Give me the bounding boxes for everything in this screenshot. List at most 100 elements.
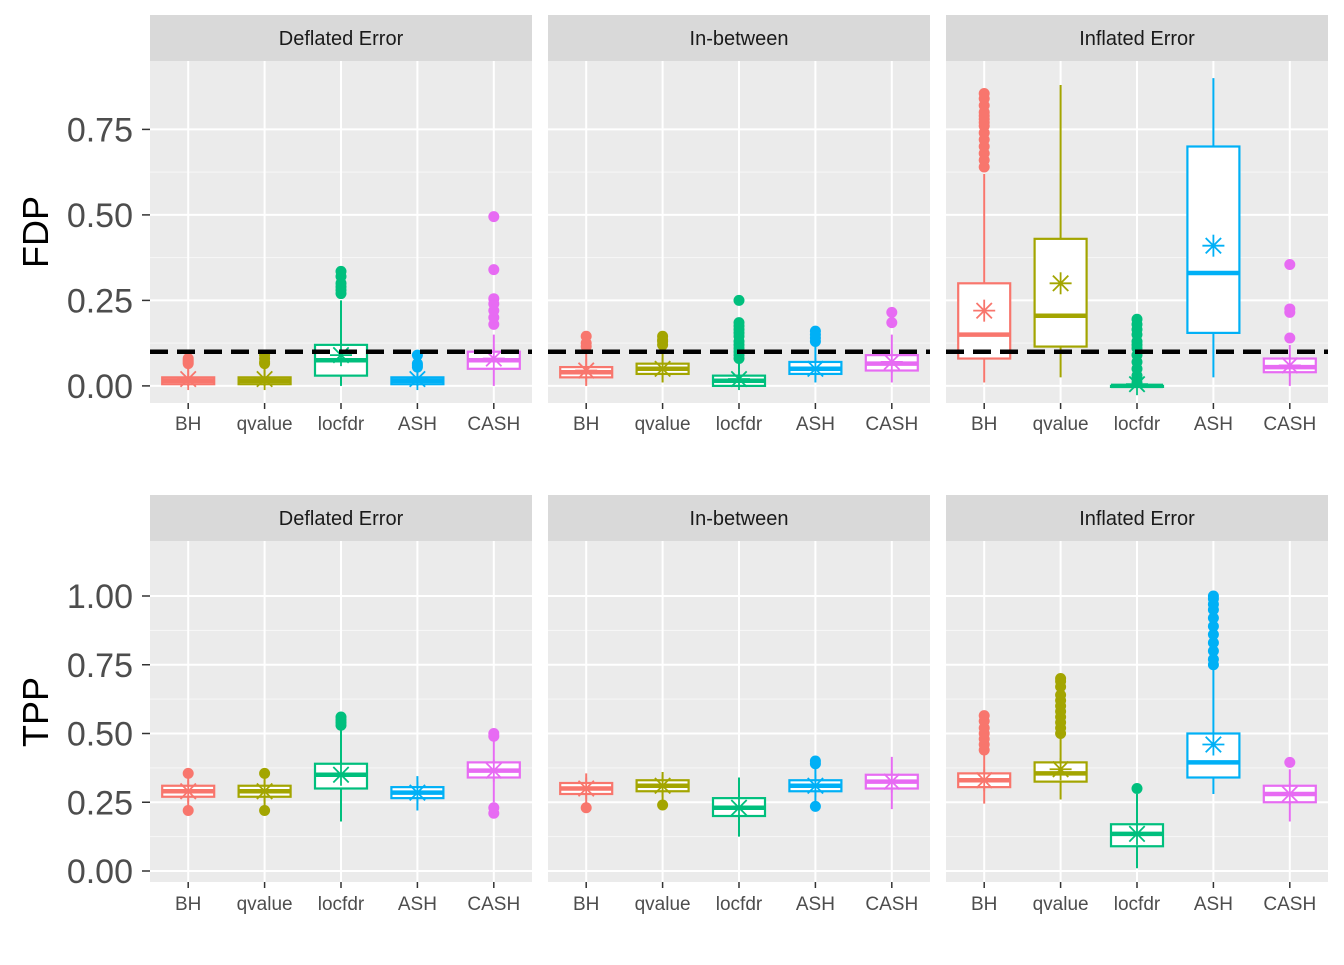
chart-row-tpp: TPP 0.00 0.25 0.50 0.75 1.00 Deflated Error BH q…	[15, 495, 1328, 915]
outlier-point	[259, 767, 271, 779]
y-tick-label: 0.75	[67, 111, 133, 149]
x-tick-label: qvalue	[635, 894, 691, 915]
boxplot-ash	[1186, 78, 1241, 378]
mean-marker	[177, 780, 200, 803]
y-axis-label: FDP	[15, 196, 56, 268]
outlier-point	[809, 755, 821, 767]
boxplot-ash	[390, 349, 445, 391]
boxplot-locfdr	[711, 777, 767, 837]
mean-marker	[973, 299, 996, 322]
boxplot-qvalue	[237, 767, 292, 816]
mean-marker	[406, 781, 429, 804]
x-tick-label: CASH	[865, 894, 918, 915]
facet-panel: Deflated Error BH qvalue locfdr ASH CASH	[150, 15, 532, 435]
x-tick-label: ASH	[1194, 414, 1233, 435]
outlier-point	[1055, 689, 1067, 701]
x-tick-label: qvalue	[1033, 414, 1089, 435]
x-tick-label: locfdr	[1114, 894, 1161, 915]
boxplot-bh	[559, 773, 614, 814]
y-tick-label: 0.25	[67, 784, 133, 822]
x-tick-label: CASH	[467, 894, 520, 915]
outlier-point	[182, 805, 194, 816]
outlier-point	[488, 293, 500, 305]
outlier-point	[580, 802, 592, 814]
x-tick-label: qvalue	[237, 894, 293, 915]
boxplot-ash	[788, 755, 843, 812]
boxplot-ash	[788, 325, 843, 383]
outlier-point	[488, 211, 500, 223]
mean-marker	[880, 350, 903, 373]
facet-panel: Deflated Error BH qvalue locfdr ASH CASH	[150, 495, 532, 915]
mean-marker	[406, 368, 429, 391]
mean-marker	[1278, 783, 1301, 805]
mean-marker	[1126, 373, 1148, 396]
outlier-point	[411, 358, 423, 370]
facet-panel: In-between BH qvalue locfdr ASH CASH	[548, 15, 930, 435]
outlier-point	[1207, 612, 1219, 624]
outlier-point	[488, 728, 500, 739]
facet-strip-label: In-between	[690, 28, 789, 50]
outlier-point	[1055, 673, 1067, 684]
facet-strip-label: Deflated Error	[279, 28, 404, 50]
outlier-point	[886, 317, 898, 329]
outlier-point	[182, 767, 194, 779]
x-tick-label: ASH	[398, 894, 437, 915]
x-tick-label: BH	[971, 414, 997, 435]
x-tick-label: locfdr	[318, 414, 365, 435]
boxplot-bh	[559, 330, 614, 386]
boxplot-cash	[466, 211, 521, 386]
outlier-point	[580, 330, 592, 342]
facet-strip	[946, 495, 1328, 541]
outlier-point	[488, 802, 500, 814]
x-tick-label: BH	[971, 894, 997, 915]
boxplot-qvalue	[635, 772, 690, 811]
x-tick-label: locfdr	[1114, 414, 1161, 435]
x-tick-label: locfdr	[716, 414, 763, 435]
y-tick-label: 0.00	[67, 368, 133, 406]
outlier-point	[259, 805, 271, 816]
boxplot-locfdr	[1109, 783, 1165, 869]
x-tick-label: locfdr	[318, 894, 365, 915]
boxplot-bh	[161, 353, 216, 391]
outlier-point	[1207, 590, 1219, 602]
outlier-point	[1207, 620, 1219, 632]
mean-marker	[253, 368, 276, 391]
outlier-point	[978, 710, 990, 722]
facet-strip	[150, 495, 532, 541]
boxplot-bh	[161, 767, 216, 816]
x-tick-label: ASH	[796, 894, 835, 915]
outlier-point	[335, 265, 347, 277]
boxplot-bh	[957, 87, 1012, 383]
x-tick-label: BH	[573, 894, 599, 915]
x-tick-label: ASH	[398, 414, 437, 435]
facet-strip	[946, 15, 1328, 61]
outlier-point	[1284, 303, 1296, 315]
mean-marker	[1202, 234, 1225, 257]
x-tick-label: BH	[175, 894, 201, 915]
y-tick-label: 0.00	[67, 853, 133, 891]
mean-marker	[804, 774, 827, 797]
outlier-point	[1284, 756, 1296, 768]
outlier-point	[1131, 313, 1143, 325]
x-tick-label: BH	[573, 414, 599, 435]
outlier-point	[809, 325, 821, 337]
mean-marker	[651, 774, 674, 797]
outlier-point	[733, 317, 745, 329]
boxplot-qvalue	[1033, 673, 1088, 800]
boxplot-cash	[466, 728, 521, 819]
outlier-point	[809, 800, 821, 812]
facet-strip-label: Inflated Error	[1079, 28, 1195, 50]
mean-marker	[804, 357, 827, 380]
mean-marker	[482, 759, 505, 782]
mean-marker	[728, 796, 750, 819]
x-tick-label: CASH	[1263, 894, 1316, 915]
mean-marker	[728, 368, 750, 391]
boxplot-cash	[1262, 756, 1317, 822]
outlier-point	[1207, 645, 1219, 657]
facet-strip	[548, 495, 930, 541]
outlier-point	[733, 294, 745, 306]
outlier-point	[182, 353, 194, 365]
facet-panel: Inflated Error BH qvalue locfdr ASH CASH	[946, 15, 1328, 435]
